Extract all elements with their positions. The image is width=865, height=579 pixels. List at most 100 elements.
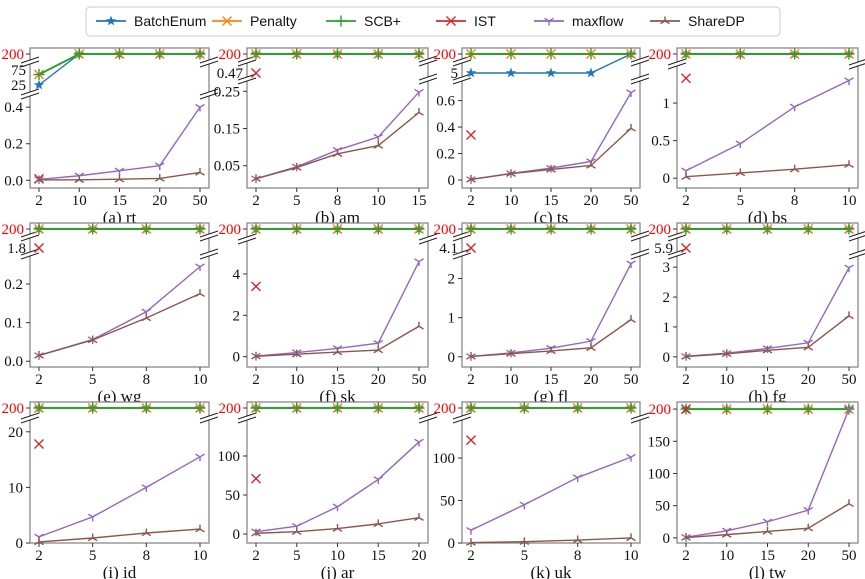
subplot-title: (b) am (315, 208, 360, 227)
ytick-label: 0 (663, 350, 671, 366)
data-point (373, 519, 384, 528)
data-point (843, 48, 855, 60)
break-gap (459, 252, 465, 256)
series-maxflow (34, 103, 205, 184)
data-point (332, 149, 343, 158)
data-point (721, 223, 733, 235)
xtick-label: 20 (584, 193, 599, 209)
data-point (546, 164, 556, 173)
break-gap (244, 416, 250, 420)
axis-break-mark (20, 88, 40, 100)
data-point (373, 133, 384, 142)
legend-label: SCB+ (364, 13, 401, 29)
axis-break-mark (630, 412, 650, 424)
ytick-label: 3 (663, 260, 671, 276)
data-point (519, 537, 530, 546)
axis-break-mark (20, 56, 40, 68)
data-point (762, 345, 773, 354)
legend-item-scbplus: SCB+ (326, 13, 401, 29)
axis-break-mark (418, 55, 438, 67)
series-scbplus (33, 48, 206, 80)
ytick-label: 0.4 (4, 100, 23, 116)
data-point (762, 518, 773, 527)
break-gap (27, 416, 33, 420)
ytick-label: 1 (663, 320, 671, 336)
ytick-label-top: 200 (2, 401, 25, 417)
ytick-label: 0.4 (436, 120, 455, 136)
ytick-label: 4 (233, 267, 241, 283)
data-point (465, 48, 477, 60)
data-point (34, 537, 44, 546)
xtick-label: 15 (760, 372, 775, 388)
data-point (194, 402, 206, 414)
series-sharedp (466, 315, 636, 360)
break-gap (425, 416, 431, 420)
xtick-label: 15 (112, 193, 127, 209)
series-maxflow (681, 77, 854, 176)
break-gap (425, 77, 431, 81)
xtick-label: 5 (293, 193, 301, 209)
data-point (626, 315, 636, 323)
data-point (291, 223, 303, 235)
ytick-label: 1 (448, 311, 456, 327)
data-point (251, 68, 261, 78)
axis-break-mark (630, 248, 650, 260)
data-point (466, 435, 476, 446)
xtick-label: 10 (842, 193, 857, 209)
series-scbplus (33, 402, 206, 414)
data-point (465, 67, 477, 78)
xtick-label: 5 (293, 548, 301, 564)
xtick-label: 15 (544, 372, 559, 388)
series-ist (466, 435, 476, 446)
ytick-label-mid: 0.47 (217, 66, 244, 82)
xtick-label: 8 (143, 372, 151, 388)
data-point (466, 538, 476, 546)
axis-break-mark (452, 412, 472, 424)
data-point (291, 402, 303, 414)
ytick-label-mid: 5 (451, 66, 459, 82)
series-line (38, 528, 201, 543)
series-line (685, 79, 850, 172)
ytick-label: 0.2 (436, 147, 455, 163)
data-point (546, 346, 556, 355)
axes-frame (246, 222, 429, 368)
series-ist (466, 130, 476, 140)
series-sharedp (466, 533, 636, 546)
ytick-label-top: 200 (434, 47, 457, 63)
data-point (734, 48, 746, 60)
data-point (251, 281, 261, 292)
xtick-label: 2 (35, 548, 43, 564)
series-sharedp (251, 513, 424, 537)
data-point (681, 352, 691, 360)
legend-frame (85, 6, 781, 37)
data-point (721, 530, 732, 538)
data-point (140, 402, 152, 414)
data-point (251, 473, 261, 484)
axes-frame (246, 47, 429, 189)
data-point (154, 48, 166, 60)
ytick-label: 0.0 (4, 173, 23, 189)
data-point (34, 350, 44, 359)
break-gap (674, 234, 680, 238)
data-point (585, 223, 597, 235)
data-point (250, 402, 262, 414)
ytick-label: 0.6 (436, 94, 455, 110)
data-point (789, 164, 800, 173)
xtick-label: 50 (412, 372, 427, 388)
ytick-label-top: 200 (434, 401, 457, 417)
ytick-label-top: 200 (649, 222, 672, 238)
data-point (681, 533, 691, 541)
data-point (194, 48, 206, 60)
data-point (332, 524, 343, 532)
xtick-label: 20 (801, 372, 816, 388)
data-point (414, 321, 424, 330)
ytick-label: 150 (648, 434, 671, 450)
break-gap (425, 59, 431, 63)
data-point (414, 258, 424, 267)
data-point (681, 172, 691, 181)
data-point (251, 174, 261, 183)
ytick-label: 0.25 (214, 84, 240, 100)
subplot-kuk: 200 0 50 100 2 5 8 10 (k) uk (433, 401, 650, 579)
data-point (518, 402, 530, 414)
